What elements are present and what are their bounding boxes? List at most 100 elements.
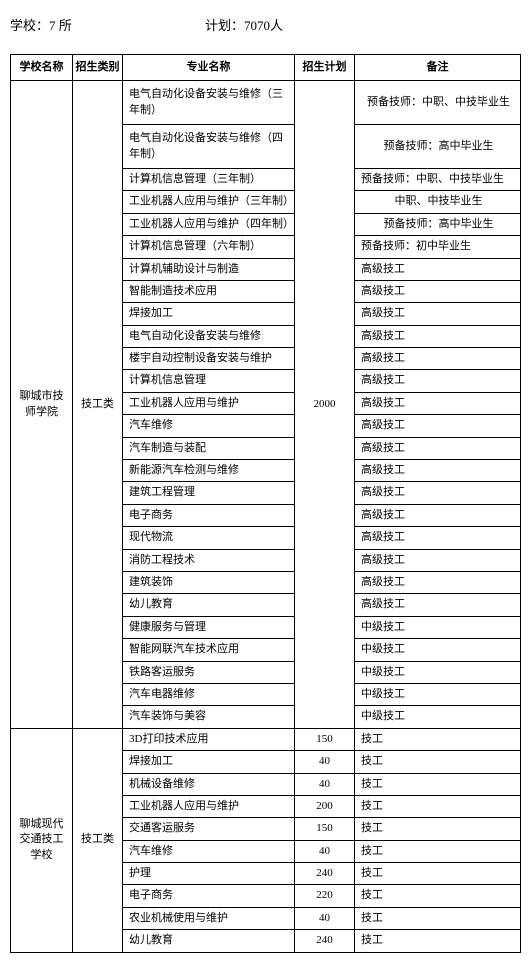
major-name: 农业机械使用与维护	[123, 907, 295, 929]
page-header: 学校：7 所 计划：7070人	[10, 15, 521, 34]
major-name: 电气自动化设备安装与维修（四年制）	[123, 125, 295, 169]
major-name: 工业机器人应用与维护（四年制）	[123, 213, 295, 235]
note: 技工	[355, 751, 521, 773]
major-name: 电气自动化设备安装与维修	[123, 325, 295, 347]
table-header-row: 学校名称 招生类别 专业名称 招生计划 备注	[11, 55, 521, 81]
major-name: 焊接加工	[123, 303, 295, 325]
major-name: 护理	[123, 863, 295, 885]
plan-count: 150	[295, 818, 355, 840]
major-name: 计算机信息管理	[123, 370, 295, 392]
note: 高级技工	[355, 325, 521, 347]
note: 预备技师：高中毕业生	[355, 213, 521, 235]
note: 技工	[355, 840, 521, 862]
note: 高级技工	[355, 482, 521, 504]
note: 高级技工	[355, 527, 521, 549]
note: 高级技工	[355, 571, 521, 593]
major-name: 工业机器人应用与维护（三年制）	[123, 191, 295, 213]
table-row: 聊城现代交通技工学校技工类3D打印技术应用150技工	[11, 728, 521, 750]
note: 技工	[355, 728, 521, 750]
note: 高级技工	[355, 437, 521, 459]
note: 技工	[355, 818, 521, 840]
note: 技工	[355, 795, 521, 817]
col-major: 专业名称	[123, 55, 295, 81]
note: 高级技工	[355, 370, 521, 392]
plan-count: 40	[295, 773, 355, 795]
major-name: 计算机信息管理（六年制）	[123, 236, 295, 258]
note: 高级技工	[355, 594, 521, 616]
major-name: 3D打印技术应用	[123, 728, 295, 750]
plan-count: 40	[295, 840, 355, 862]
major-name: 现代物流	[123, 527, 295, 549]
major-name: 建筑装饰	[123, 571, 295, 593]
enroll-type: 技工类	[73, 81, 123, 728]
major-name: 汽车电器维修	[123, 683, 295, 705]
major-name: 电气自动化设备安装与维修（三年制）	[123, 81, 295, 125]
major-name: 焊接加工	[123, 751, 295, 773]
header-schools: 学校：7 所	[10, 15, 205, 34]
enroll-type: 技工类	[73, 728, 123, 952]
note: 中级技工	[355, 616, 521, 638]
header-plan: 计划：7070人	[205, 15, 283, 34]
note: 技工	[355, 773, 521, 795]
note: 中级技工	[355, 683, 521, 705]
note: 高级技工	[355, 415, 521, 437]
note: 高级技工	[355, 504, 521, 526]
col-plan: 招生计划	[295, 55, 355, 81]
major-name: 汽车装饰与美容	[123, 706, 295, 728]
plan-count: 240	[295, 930, 355, 952]
plan-count: 150	[295, 728, 355, 750]
table-body: 聊城市技师学院技工类电气自动化设备安装与维修（三年制）2000预备技师：中职、中…	[11, 81, 521, 952]
major-name: 幼儿教育	[123, 930, 295, 952]
major-name: 幼儿教育	[123, 594, 295, 616]
plan-count: 40	[295, 907, 355, 929]
major-name: 消防工程技术	[123, 549, 295, 571]
major-name: 汽车维修	[123, 415, 295, 437]
plan-count: 220	[295, 885, 355, 907]
note: 预备技师：初中毕业生	[355, 236, 521, 258]
col-note: 备注	[355, 55, 521, 81]
major-name: 汽车维修	[123, 840, 295, 862]
school-name: 聊城现代交通技工学校	[11, 728, 73, 952]
major-name: 工业机器人应用与维护	[123, 795, 295, 817]
col-school: 学校名称	[11, 55, 73, 81]
note: 预备技师：中职、中技毕业生	[355, 168, 521, 190]
note: 中职、中技毕业生	[355, 191, 521, 213]
plan-count: 240	[295, 863, 355, 885]
note: 高级技工	[355, 258, 521, 280]
major-name: 新能源汽车检测与维修	[123, 460, 295, 482]
major-name: 健康服务与管理	[123, 616, 295, 638]
major-name: 楼宇自动控制设备安装与维护	[123, 348, 295, 370]
note: 技工	[355, 863, 521, 885]
col-type: 招生类别	[73, 55, 123, 81]
note: 高级技工	[355, 280, 521, 302]
plan-count: 40	[295, 751, 355, 773]
major-name: 智能网联汽车技术应用	[123, 639, 295, 661]
note: 预备技师：中职、中技毕业生	[355, 81, 521, 125]
major-name: 计算机辅助设计与制造	[123, 258, 295, 280]
major-name: 汽车制造与装配	[123, 437, 295, 459]
note: 预备技师：高中毕业生	[355, 125, 521, 169]
school-name: 聊城市技师学院	[11, 81, 73, 728]
note: 高级技工	[355, 460, 521, 482]
note: 中级技工	[355, 661, 521, 683]
major-name: 计算机信息管理（三年制）	[123, 168, 295, 190]
plan-count: 200	[295, 795, 355, 817]
table-row: 聊城市技师学院技工类电气自动化设备安装与维修（三年制）2000预备技师：中职、中…	[11, 81, 521, 125]
plan-count: 2000	[295, 81, 355, 728]
note: 中级技工	[355, 639, 521, 661]
major-name: 智能制造技术应用	[123, 280, 295, 302]
note: 技工	[355, 907, 521, 929]
major-name: 交通客运服务	[123, 818, 295, 840]
major-name: 工业机器人应用与维护	[123, 392, 295, 414]
major-name: 机械设备维修	[123, 773, 295, 795]
major-name: 电子商务	[123, 504, 295, 526]
note: 技工	[355, 885, 521, 907]
enrollment-table: 学校名称 招生类别 专业名称 招生计划 备注 聊城市技师学院技工类电气自动化设备…	[10, 54, 521, 953]
note: 高级技工	[355, 549, 521, 571]
major-name: 建筑工程管理	[123, 482, 295, 504]
note: 技工	[355, 930, 521, 952]
major-name: 铁路客运服务	[123, 661, 295, 683]
major-name: 电子商务	[123, 885, 295, 907]
note: 高级技工	[355, 348, 521, 370]
note: 高级技工	[355, 303, 521, 325]
